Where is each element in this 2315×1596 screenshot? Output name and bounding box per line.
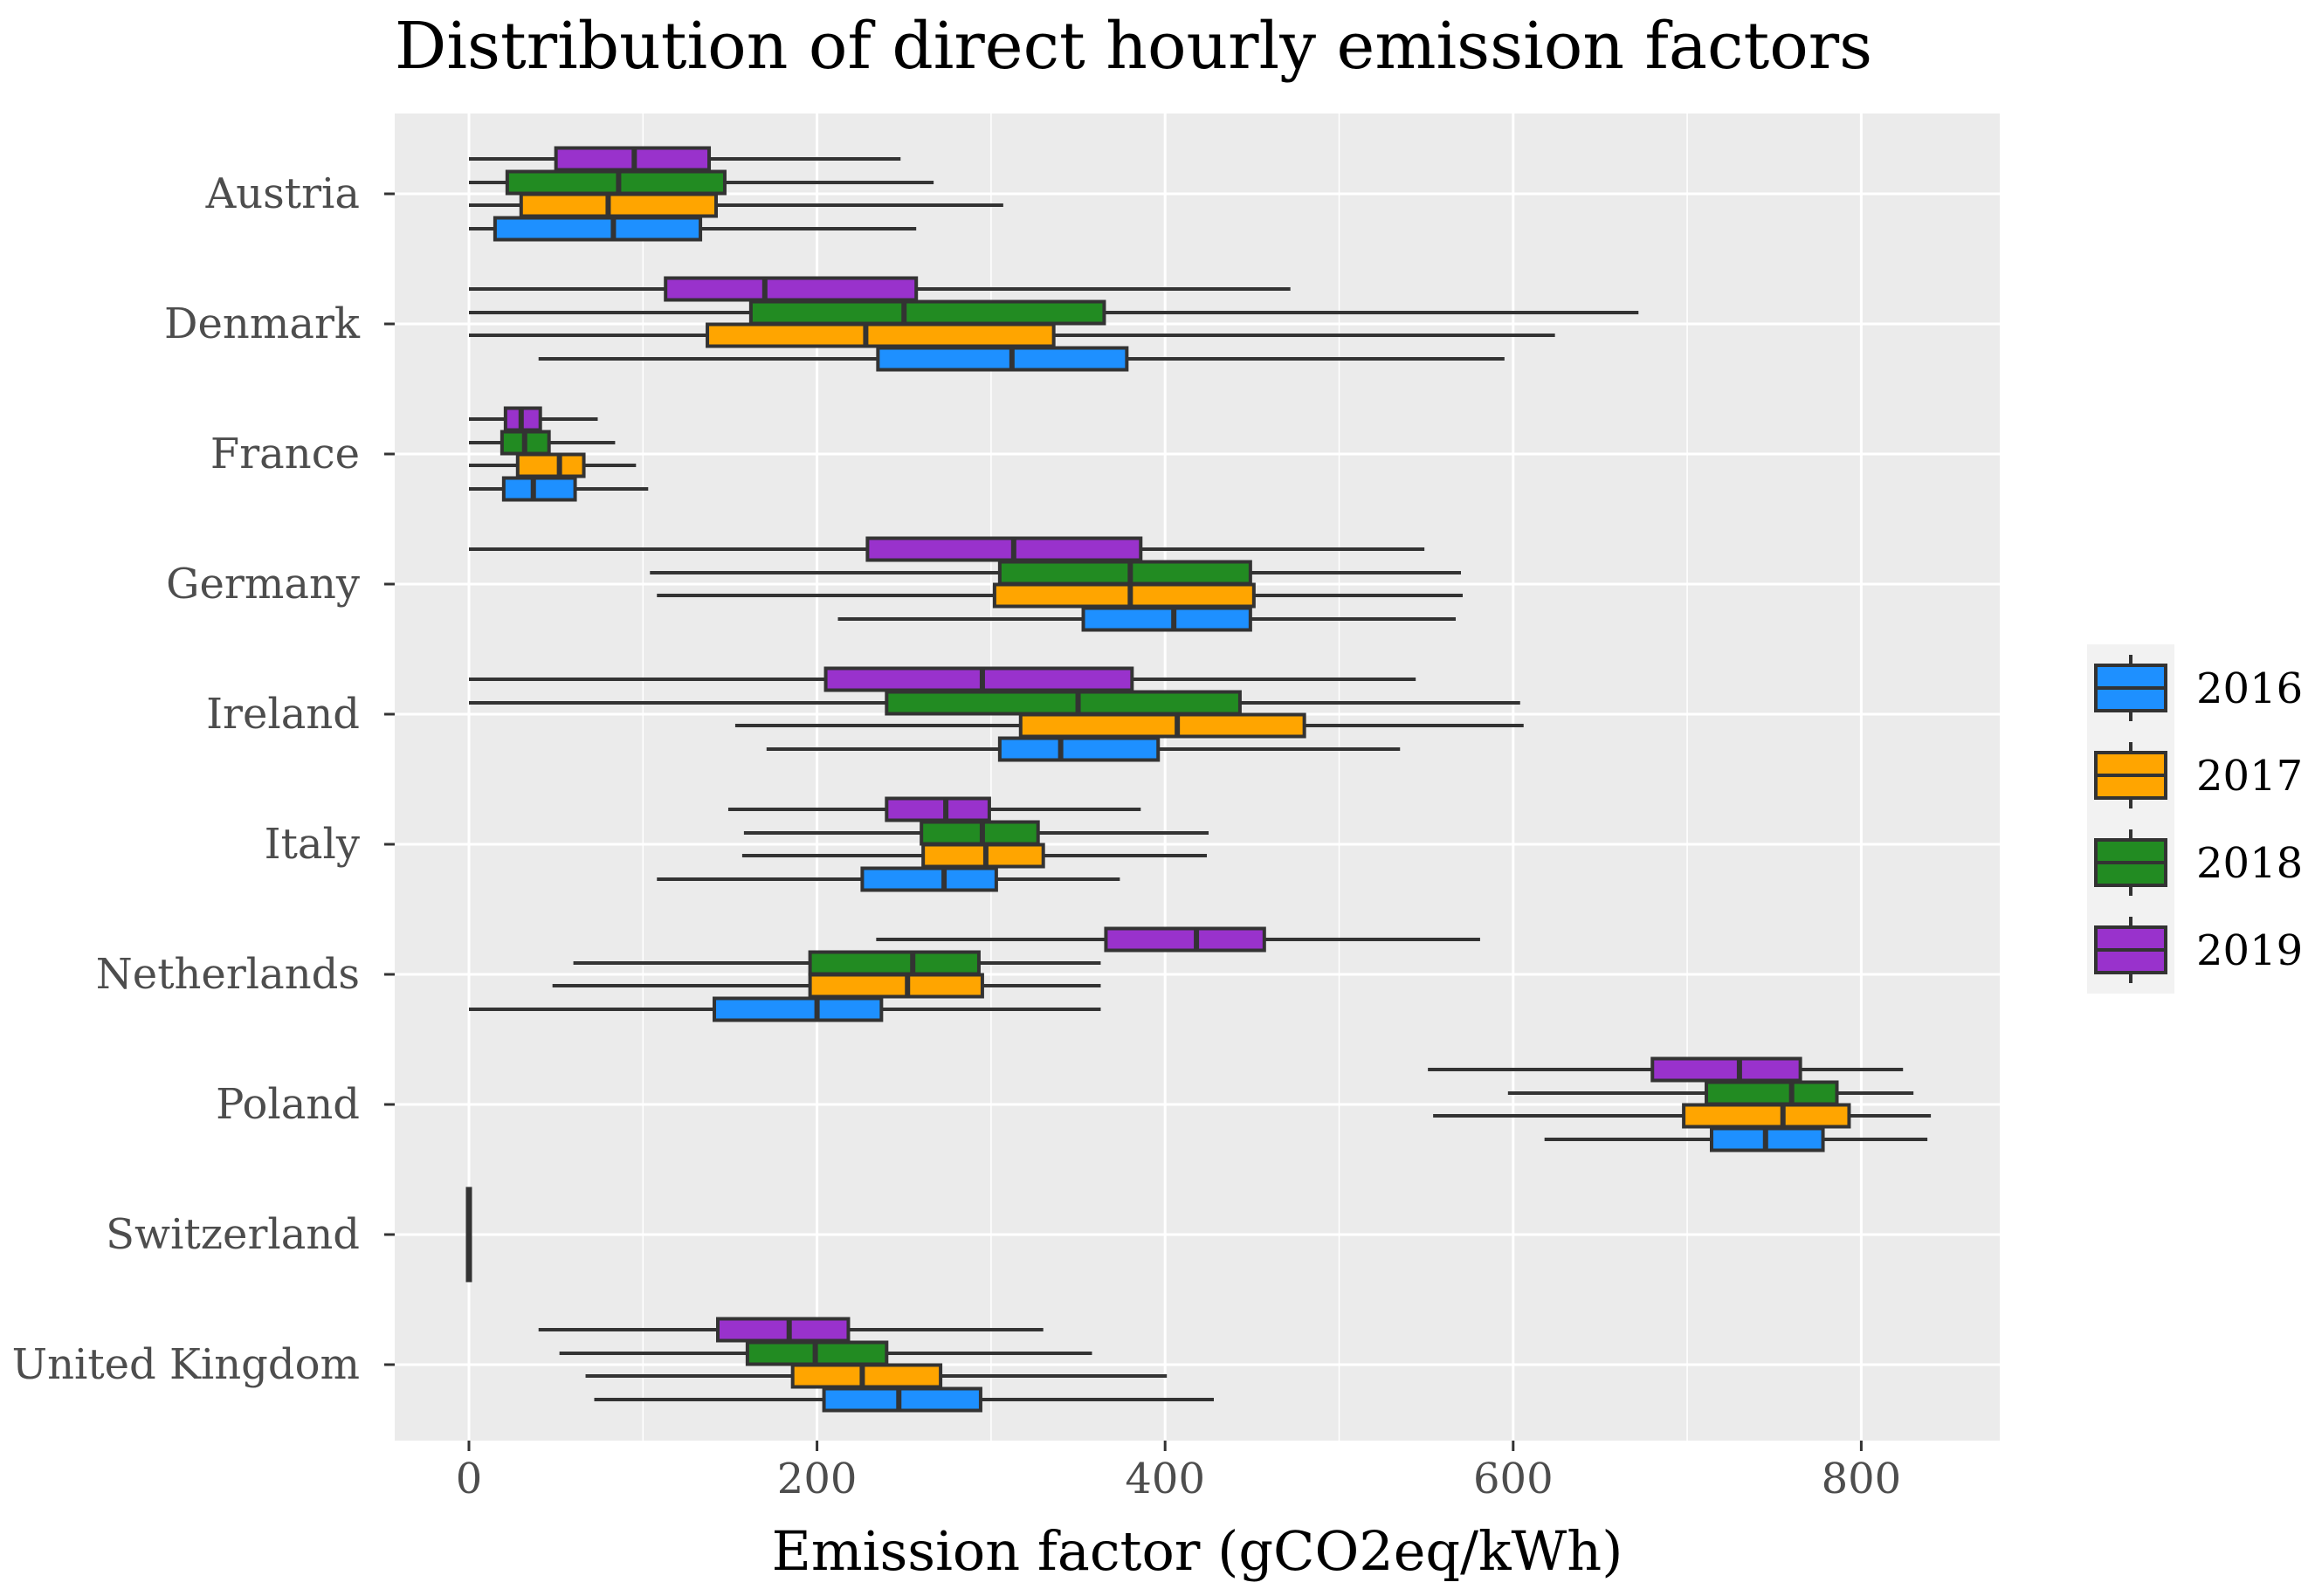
box-2019 [664,276,919,302]
y-tick-label: Poland [216,1080,360,1129]
box-2019 [1104,926,1266,953]
y-tick-label: Netherlands [96,950,360,999]
box-2019 [823,666,1134,692]
box-2016 [860,866,998,892]
category-group-poland [1428,1056,1932,1152]
box-2019 [865,536,1143,562]
category-group-germany [469,536,1464,632]
category-group-ireland [469,666,1524,762]
y-tick-label: France [210,430,360,478]
box-2019 [715,1317,851,1343]
x-axis: 0 200 400 600 800 [456,1441,1901,1503]
box-2017 [808,973,984,999]
box-2017 [519,192,719,218]
box-2016 [1081,606,1252,632]
box-2016 [822,1386,982,1413]
box-2017 [706,322,1056,348]
box-2018 [997,560,1252,586]
box-2017 [790,1363,943,1389]
y-tick-label: Germany [166,560,360,609]
category-group-united-kingdom [538,1317,1215,1413]
x-tick-label: 800 [1822,1455,1902,1503]
box-2016 [713,996,884,1022]
category-group-austria [469,146,1003,242]
box-2017 [1682,1103,1851,1129]
box-2019 [885,796,991,822]
y-axis: Austria Denmark France Germany Ireland Italy N… [12,169,395,1389]
legend-label-2018: 2018 [2196,839,2303,888]
y-tick-label: Switzerland [106,1210,360,1259]
box-2018 [885,690,1242,716]
category-group-denmark [469,276,1639,372]
box-2016 [501,476,577,502]
legend-label-2019: 2019 [2196,926,2303,975]
box-2018 [1705,1080,1839,1106]
x-tick-label: 200 [777,1455,858,1503]
category-group-italy [657,796,1209,892]
y-tick-label: Austria [205,169,360,218]
y-tick-label: Ireland [206,690,360,739]
x-tick-label: 400 [1125,1455,1205,1503]
box-2017 [1018,712,1306,739]
category-group-switzerland [465,1187,472,1283]
legend: 2016 2017 2018 2019 [2087,644,2303,994]
y-tick-label: Denmark [164,299,361,348]
category-group-netherlands [469,926,1480,1022]
chart-title: Distribution of direct hourly emission f… [395,9,1872,84]
x-tick-label: 600 [1473,1455,1554,1503]
boxes [465,146,1932,1413]
box-2016 [997,736,1161,762]
box-2017 [992,582,1256,609]
box-2018 [808,950,981,976]
category-group-france [469,406,649,502]
legend-label-2016: 2016 [2196,664,2303,713]
y-tick-label: Italy [265,820,360,869]
box-2017 [515,452,586,478]
box-2016 [876,346,1129,372]
legend-label-2017: 2017 [2196,752,2303,801]
box-2019 [1650,1056,1802,1083]
box-2016 [493,216,703,242]
y-tick-label: United Kingdom [12,1340,360,1389]
box-2018 [748,299,1106,326]
x-axis-title: Emission factor (gCO2eq/kWh) [772,1519,1623,1583]
x-tick-label: 0 [456,1455,483,1503]
